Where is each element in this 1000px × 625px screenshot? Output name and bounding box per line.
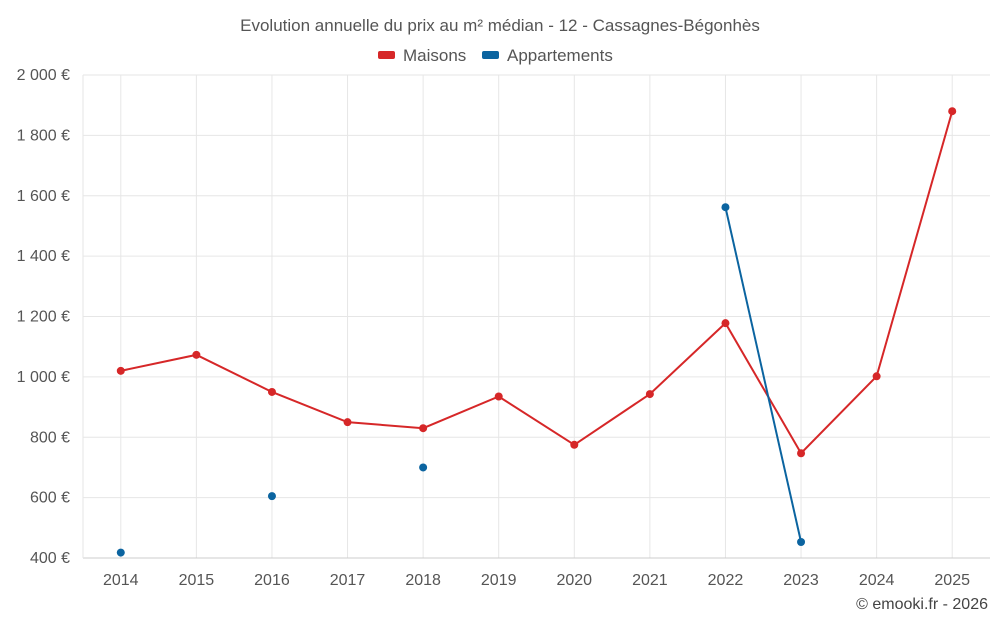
x-tick-label: 2017	[330, 572, 366, 589]
data-point-maisons[interactable]	[419, 424, 428, 433]
grid-lines	[82, 74, 990, 559]
x-tick-label: 2023	[783, 572, 819, 589]
y-tick-label: 800 €	[30, 429, 70, 446]
data-point-maisons[interactable]	[721, 319, 730, 328]
data-point-appartements[interactable]	[116, 548, 125, 557]
y-tick-label: 2 000 €	[17, 67, 70, 84]
chart-title: Evolution annuelle du prix au m² médian …	[240, 16, 760, 35]
data-point-maisons[interactable]	[494, 392, 503, 401]
series-line-maisons	[120, 110, 954, 455]
x-tick-label: 2016	[254, 572, 290, 589]
y-tick-label: 400 €	[30, 550, 70, 567]
x-tick-label: 2021	[632, 572, 668, 589]
legend-item-maisons[interactable]: Maisons	[378, 46, 466, 65]
data-point-maisons[interactable]	[948, 107, 957, 116]
legend-item-appartements[interactable]: Appartements	[482, 46, 613, 65]
y-axis-ticks: 2 000 € 1 800 € 1 600 € 1 400 € 1 200 € 1 000…	[17, 67, 70, 567]
legend-swatch-maisons	[378, 51, 395, 59]
data-point-appartements[interactable]	[721, 203, 730, 212]
data-point-maisons[interactable]	[343, 418, 352, 427]
legend-label-maisons: Maisons	[403, 46, 466, 65]
x-tick-label: 2022	[708, 572, 744, 589]
x-tick-label: 2014	[103, 572, 139, 589]
x-tick-label: 2025	[934, 572, 970, 589]
footer-credit: © emooki.fr - 2026	[856, 596, 988, 613]
data-point-maisons[interactable]	[267, 387, 276, 396]
data-point-maisons[interactable]	[645, 390, 654, 399]
chart-legend: Maisons Appartements	[378, 46, 613, 65]
data-point-maisons[interactable]	[872, 372, 881, 381]
data-point-appartements[interactable]	[267, 492, 276, 501]
x-axis-ticks: 2014 2015 2016 2017 2018 2019 2020 2021 2022 2023…	[103, 572, 970, 589]
legend-swatch-appartements	[482, 51, 499, 59]
x-tick-label: 2020	[556, 572, 592, 589]
x-tick-label: 2015	[179, 572, 215, 589]
series-line-appartements	[724, 207, 803, 543]
y-tick-label: 1 200 €	[17, 309, 70, 326]
data-point-maisons[interactable]	[192, 350, 201, 359]
y-tick-label: 1 800 €	[17, 127, 70, 144]
data-point-appartements[interactable]	[797, 538, 806, 547]
y-tick-label: 1 600 €	[17, 188, 70, 205]
data-point-maisons[interactable]	[797, 449, 806, 458]
x-tick-label: 2024	[859, 572, 895, 589]
data-point-maisons[interactable]	[116, 366, 125, 375]
series-maisons	[116, 107, 957, 458]
data-point-appartements[interactable]	[419, 463, 428, 472]
legend-label-appartements: Appartements	[507, 46, 613, 65]
y-tick-label: 1 000 €	[17, 369, 70, 386]
data-point-maisons[interactable]	[570, 440, 579, 449]
series-appartements	[116, 203, 806, 557]
series-layer	[116, 107, 957, 557]
y-tick-label: 1 400 €	[17, 248, 70, 265]
x-tick-label: 2018	[405, 572, 441, 589]
y-tick-label: 600 €	[30, 490, 70, 507]
x-tick-label: 2019	[481, 572, 517, 589]
